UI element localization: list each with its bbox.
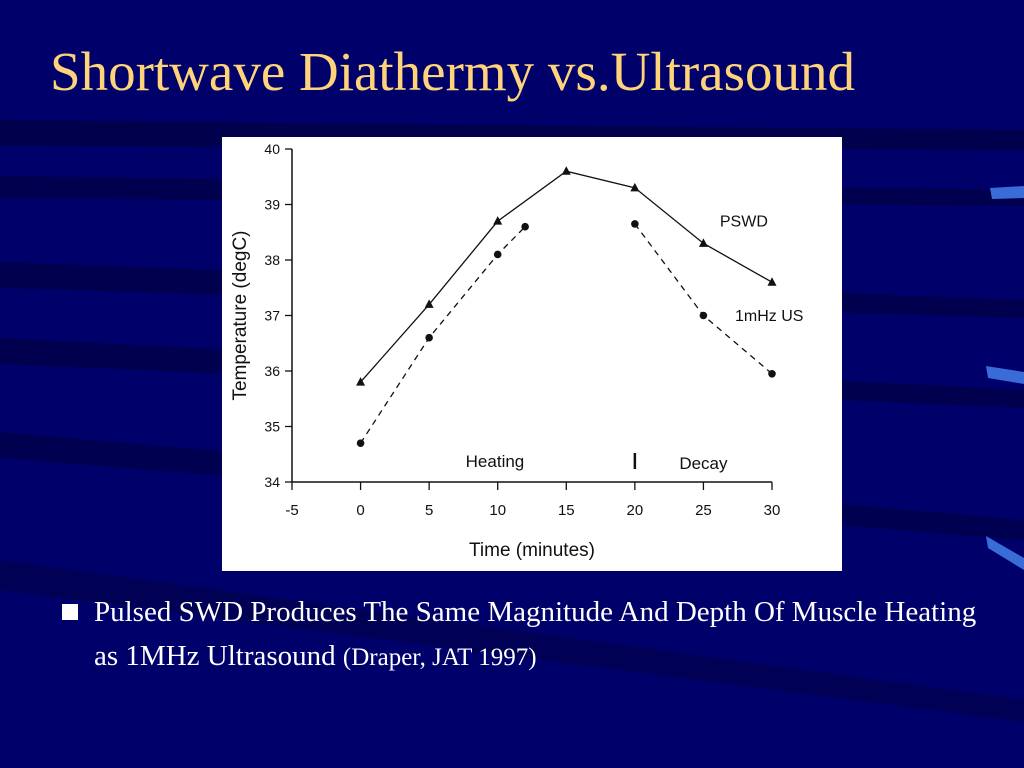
x-axis-label: Time (minutes) — [469, 540, 595, 561]
bullet-citation: (Draper, JAT 1997) — [342, 644, 537, 671]
y-tick-label: 38 — [264, 252, 280, 268]
accent-stripe — [990, 186, 1024, 199]
data-point-1mhz-us — [768, 369, 776, 378]
data-point-1mhz-us — [631, 220, 639, 228]
series-label-pswd: PSWD — [720, 214, 768, 231]
phase-label-heating: Heating — [466, 452, 525, 471]
data-point-pswd — [630, 182, 640, 192]
x-tick-label: 30 — [764, 502, 781, 519]
data-point-pswd — [424, 299, 434, 308]
y-tick-label: 34 — [264, 474, 280, 490]
accent-stripe — [986, 366, 1024, 384]
y-tick-label: 40 — [264, 141, 280, 157]
data-point-1mhz-us — [493, 250, 502, 259]
accent-stripe — [986, 536, 1024, 570]
data-point-pswd — [767, 277, 777, 286]
y-axis-label: Temperature (degC) — [230, 230, 251, 400]
chart-panel: 34 35 36 37 38 39 40 -5 0 5 10 15 20 25 30 Time (minute… — [222, 137, 842, 571]
bullet-text: Pulsed SWD Produces The Same Magnitude A… — [94, 590, 994, 680]
data-point-1mhz-us — [425, 333, 433, 342]
data-point-1mhz-us — [699, 311, 708, 320]
x-tick-label: 20 — [627, 502, 644, 519]
series-label-1mhz-us: 1mHz US — [735, 308, 803, 325]
series-line-1mhz-us — [360, 226, 526, 444]
y-tick-label: 39 — [264, 197, 280, 213]
series-line-pswd — [360, 170, 773, 383]
y-tick-label: 37 — [264, 308, 280, 324]
data-point-1mhz-us — [521, 222, 529, 231]
x-tick-label: 25 — [695, 502, 712, 519]
square-bullet-shape — [62, 604, 78, 620]
bullet-main-text: Pulsed SWD Produces The Same Magnitude A… — [94, 596, 977, 672]
y-tick-label: 36 — [264, 363, 280, 379]
x-tick-label: -5 — [285, 502, 298, 519]
data-point-pswd — [561, 166, 571, 175]
data-point-pswd — [493, 216, 503, 225]
square-bullet-icon — [62, 604, 78, 620]
temperature-time-chart: 34 35 36 37 38 39 40 -5 0 5 10 15 20 25 30 Time (minute… — [230, 141, 803, 561]
x-tick-label: 0 — [356, 502, 364, 519]
data-point-pswd — [356, 377, 366, 386]
slide-title: Shortwave Diathermy vs.Ultrasound — [50, 41, 855, 102]
x-tick-label: 5 — [425, 502, 433, 519]
y-tick-label: 35 — [264, 419, 280, 435]
bullet-point: Pulsed SWD Produces The Same Magnitude A… — [62, 590, 1002, 720]
background-stripe — [0, 560, 1024, 722]
x-tick-label: 15 — [558, 502, 575, 519]
phase-label-decay: Decay — [679, 454, 728, 473]
data-point-1mhz-us — [356, 439, 365, 447]
x-tick-label: 10 — [489, 502, 506, 519]
data-point-pswd — [698, 238, 708, 247]
